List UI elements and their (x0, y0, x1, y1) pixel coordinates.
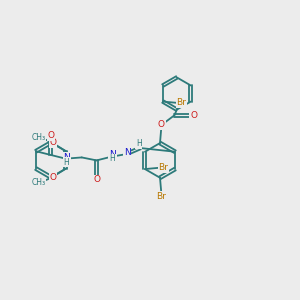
Text: H: H (110, 154, 115, 163)
Text: Br: Br (176, 98, 186, 107)
Text: CH₃: CH₃ (32, 133, 46, 142)
Text: H: H (136, 139, 142, 148)
Text: N: N (124, 148, 130, 158)
Text: H: H (64, 158, 70, 166)
Text: O: O (190, 111, 197, 120)
Text: CH₃: CH₃ (32, 178, 46, 187)
Text: O: O (47, 131, 54, 140)
Text: O: O (93, 175, 100, 184)
Text: Br: Br (158, 163, 168, 172)
Text: O: O (158, 121, 165, 130)
Text: N: N (109, 150, 116, 159)
Text: O: O (49, 138, 56, 147)
Text: O: O (49, 173, 56, 182)
Text: Br: Br (156, 192, 166, 201)
Text: N: N (63, 153, 70, 162)
